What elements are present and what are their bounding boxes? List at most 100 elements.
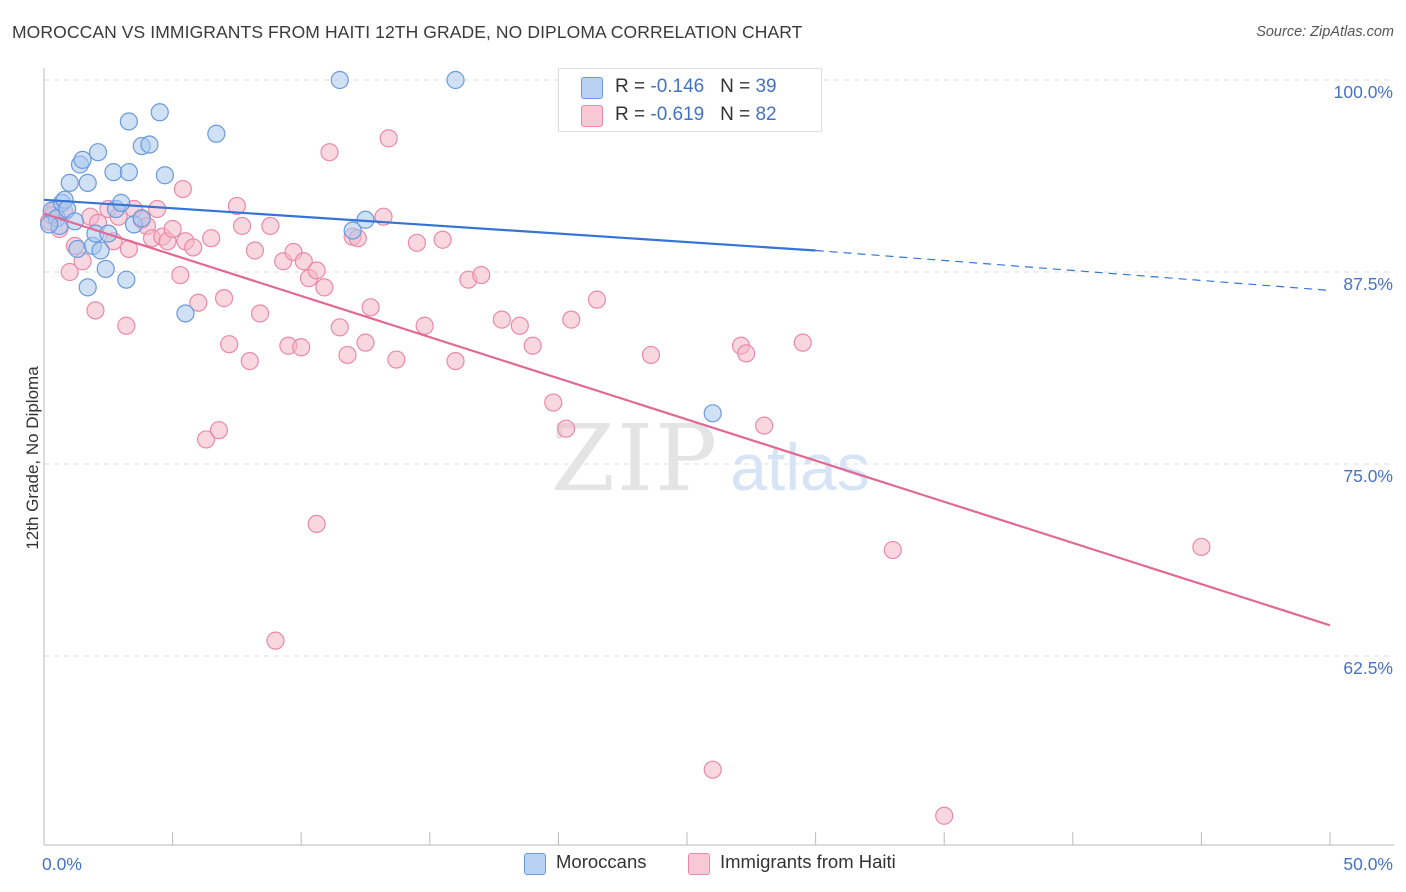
moroccan-point (96, 259, 115, 279)
moroccan-point (446, 70, 465, 90)
haiti-point (163, 219, 182, 239)
source-label: Source: ZipAtlas.com (1256, 24, 1394, 40)
haiti-point (510, 316, 529, 335)
haiti-point (294, 252, 313, 271)
haiti-point (703, 760, 722, 779)
haiti-point (232, 216, 252, 236)
moroccan-point (88, 143, 108, 162)
legend-r-value: -0.146 (650, 76, 705, 97)
haiti-point (587, 290, 607, 309)
haiti-point (557, 419, 576, 438)
y-tick-label: 75.0% (1343, 466, 1393, 486)
haiti-point (361, 298, 380, 317)
haiti-point (338, 345, 357, 365)
moroccans-trend-line (43, 198, 816, 252)
haiti-point (220, 335, 239, 354)
haiti-point (544, 393, 563, 412)
moroccan-point (150, 103, 169, 122)
haiti-point (196, 430, 216, 449)
legend-n-value: 39 (755, 76, 777, 97)
haiti-point (472, 265, 491, 285)
moroccan-point (155, 166, 174, 185)
haiti-trend-line (43, 212, 1331, 627)
haiti-point (737, 344, 756, 363)
haiti-point (330, 318, 349, 337)
haiti-point (446, 351, 465, 371)
watermark-zip: ZIP (551, 405, 719, 512)
moroccan-point (207, 124, 226, 143)
haiti-point (883, 540, 902, 560)
haiti-point (173, 179, 192, 199)
haiti-point (492, 310, 511, 329)
haiti-point (189, 293, 208, 312)
haiti-point (266, 631, 285, 650)
haiti-point (245, 241, 265, 260)
haiti-point (407, 233, 427, 252)
moroccan-point (117, 270, 136, 289)
haiti-point (415, 316, 434, 335)
haiti-point (307, 514, 326, 534)
legend-n-label: N = (720, 104, 756, 125)
bottom-legend-swatch-blue (524, 853, 546, 875)
haiti-point (793, 333, 812, 352)
moroccan-point (132, 209, 151, 228)
haiti-point (315, 278, 334, 297)
moroccan-point (91, 241, 110, 260)
moroccan-point (119, 163, 138, 182)
legend-r-label: R = (615, 104, 651, 125)
watermark: ZIP atlas (551, 405, 870, 512)
haiti-point (307, 261, 326, 280)
moroccan-point (78, 173, 97, 193)
legend-r-label: R = (615, 76, 651, 97)
haiti-point (261, 216, 280, 236)
haiti-point (240, 351, 259, 371)
legend-n-value: 82 (755, 104, 777, 125)
moroccan-point (73, 150, 92, 169)
haiti-point (292, 338, 311, 357)
watermark-atlas: atlas (730, 430, 869, 504)
moroccan-point (176, 304, 195, 323)
y-tick-label: 62.5% (1343, 658, 1393, 678)
haiti-point (250, 304, 270, 323)
haiti-point (171, 265, 190, 285)
haiti-point (202, 229, 221, 248)
trend-lines (43, 198, 1331, 627)
haiti-point (209, 421, 228, 440)
haiti-point (433, 230, 452, 249)
moroccan-point (330, 70, 349, 90)
haiti-point (86, 301, 105, 320)
tick-labels: 100.0% 87.5% 75.0% 62.5% 0.0% 50.0% (42, 82, 1393, 874)
moroccan-point (78, 278, 97, 297)
y-axis-label: 12th Grade, No Diploma (23, 366, 42, 550)
bottom-legend-swatch-pink (688, 853, 710, 875)
legend-swatch-pink (581, 105, 603, 127)
moroccan-point (703, 404, 722, 423)
bottom-legend-label: Moroccans (556, 851, 647, 872)
haiti-point (320, 143, 339, 162)
x-tick-label: 50.0% (1343, 854, 1393, 874)
haiti-point (60, 262, 79, 282)
haiti-point (227, 196, 246, 216)
moroccan-point (140, 135, 159, 154)
haiti-point (184, 238, 203, 257)
y-tick-label: 100.0% (1334, 82, 1393, 102)
chart-title: MOROCCAN VS IMMIGRANTS FROM HAITI 12TH G… (12, 22, 803, 42)
haiti-point (641, 345, 661, 365)
bottom-legend-label: Immigrants from Haiti (720, 851, 896, 872)
haiti-point (356, 333, 375, 352)
moroccan-point (68, 239, 87, 259)
moroccan-point (119, 112, 138, 131)
haiti-point (562, 310, 581, 329)
x-tick-label: 0.0% (42, 854, 82, 874)
moroccan-point (40, 215, 59, 234)
axes: 12th Grade, No Diploma (23, 68, 1394, 846)
series-moroccans-points (40, 70, 722, 423)
moroccan-point (112, 193, 131, 212)
haiti-point (1192, 537, 1211, 557)
haiti-point (214, 289, 234, 308)
y-tick-label: 87.5% (1343, 274, 1393, 294)
haiti-point (755, 416, 774, 435)
stats-legend: R = -0.146 N = 39 R = -0.619 N = 82 (558, 68, 822, 132)
legend-n-label: N = (720, 76, 756, 97)
